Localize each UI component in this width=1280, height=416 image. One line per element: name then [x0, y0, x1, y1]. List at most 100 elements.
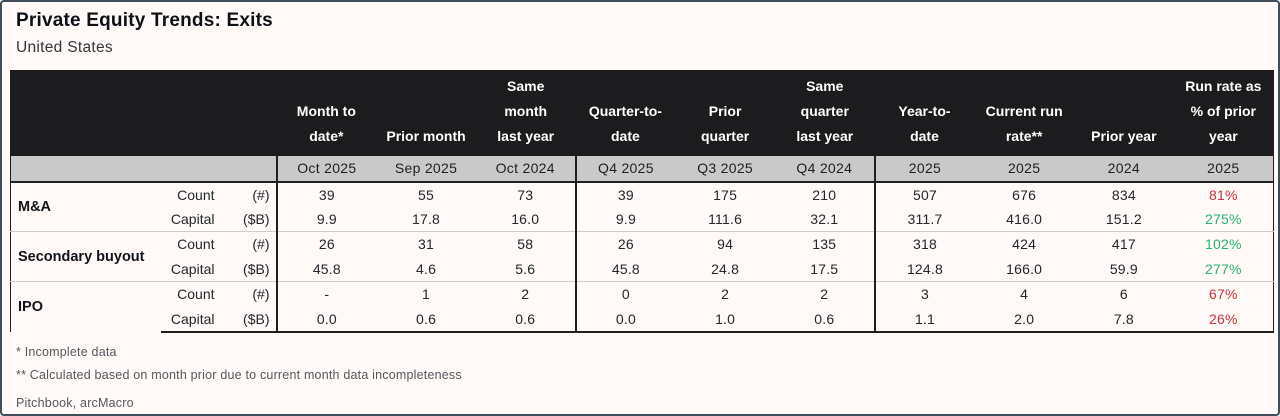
run-rate-cell: 81%	[1209, 186, 1238, 203]
data-cell: 17.8	[412, 210, 441, 227]
data-cell: 4	[974, 281, 1074, 307]
unit-label: ($B)	[243, 210, 270, 227]
data-cell: 94	[675, 231, 775, 257]
data-cell: 26	[574, 231, 676, 257]
period-cell: Oct 2024	[475, 155, 576, 183]
footnotes: * Incomplete data ** Calculated based on…	[2, 333, 1278, 410]
page-subtitle: United States	[16, 39, 113, 56]
run-rate-cell: 102%	[1173, 231, 1274, 257]
data-cell: 2	[675, 281, 775, 307]
data-cell: 507	[873, 181, 975, 207]
data-cell: 0.6	[376, 306, 476, 333]
data-cell: 32.1	[810, 210, 839, 227]
data-cell: 45.8	[574, 256, 676, 282]
data-cell: 0	[574, 281, 676, 307]
data-cell: 4.6	[416, 260, 437, 277]
row-group-label: M&A	[18, 198, 52, 215]
unit-label: ($B)	[222, 306, 277, 333]
table-row: Secondary buyout Count (#) 26 31 58 26 9…	[10, 231, 1274, 282]
column-header: Quarter-to- date	[575, 70, 676, 156]
period-subheader-row: Oct 2025 Sep 2025 Oct 2024 Q4 2025 Q3 20…	[10, 155, 1274, 183]
unit-label: (#)	[222, 231, 277, 257]
column-header: Prior month	[376, 70, 476, 156]
data-cell: 2.0	[974, 306, 1074, 333]
data-cell: 210	[812, 186, 837, 203]
run-rate-cell: 275%	[1205, 210, 1242, 227]
title-block: Private Equity Trends: Exits United Stat…	[2, 2, 1278, 57]
data-cell: 1.0	[675, 306, 775, 333]
data-cell: 2	[774, 281, 875, 307]
period-cell: Sep 2025	[376, 155, 476, 183]
data-cell: 416.0	[1006, 210, 1043, 227]
metric-label: Count	[177, 186, 215, 203]
table-row: M&A Count (#) 39 55 73 39 175 210 507 67…	[11, 181, 1274, 215]
run-rate-cell: 26%	[1173, 306, 1274, 333]
data-cell: 16.0	[511, 210, 540, 227]
data-cell: 55	[418, 186, 435, 203]
data-cell: 676	[1012, 186, 1037, 203]
data-cell: 9.9	[275, 206, 377, 232]
period-cell: 2025	[1173, 155, 1274, 183]
data-cell: 1	[376, 281, 476, 307]
data-cell: 175	[713, 186, 738, 203]
subheader-corner	[10, 155, 277, 183]
data-cell: 9.9	[574, 206, 676, 232]
data-cell: 17.5	[810, 260, 839, 277]
column-header: Same quarter last year	[774, 70, 875, 156]
column-header: Prior quarter	[675, 70, 775, 156]
data-cell: 39	[574, 181, 676, 207]
metric-label: Count	[160, 281, 223, 307]
data-cell: 0.6	[475, 306, 576, 333]
row-group-label: Secondary buyout	[10, 231, 161, 282]
period-cell: Q3 2025	[675, 155, 775, 183]
table-row: IPO Count (#) - 1 2 0 2 2 3 4 6 67%	[10, 281, 1274, 332]
data-cell: 6	[1074, 281, 1174, 307]
data-cell: 7.8	[1074, 306, 1174, 333]
data-cell: 73	[517, 186, 534, 203]
table-row: Capital ($B) 0.0 0.6 0.6 0.0 1.0 0.6 1.1…	[11, 306, 1274, 333]
header-corner	[10, 70, 277, 156]
data-cell: 3	[873, 281, 975, 307]
data-cell: 151.2	[1105, 210, 1142, 227]
data-cell: -	[275, 281, 377, 307]
table-row: Capital ($B) 9.9 17.8 16.0 9.9 111.6 32.…	[11, 206, 1274, 232]
run-rate-cell: 67%	[1173, 281, 1274, 307]
column-header: Month to date*	[276, 70, 377, 156]
footnote-run-rate-method: ** Calculated based on month prior due t…	[16, 367, 462, 382]
data-cell: 124.8	[873, 256, 975, 282]
data-cell: 45.8	[275, 256, 377, 282]
metric-label: Capital	[170, 210, 215, 227]
exits-table: Month to date* Prior month Same month la…	[10, 70, 1274, 333]
data-cell: 424	[974, 231, 1074, 257]
run-rate-cell: 277%	[1205, 260, 1242, 277]
data-cell: 166.0	[1006, 260, 1043, 277]
metric-label: Count	[160, 231, 223, 257]
data-cell: 834	[1111, 186, 1136, 203]
period-cell: 2025	[873, 155, 975, 183]
unit-label: ($B)	[243, 260, 270, 277]
period-cell: Q4 2024	[774, 155, 875, 183]
metric-label: Capital	[170, 260, 215, 277]
data-cell: 135	[774, 231, 875, 257]
column-header-row: Month to date* Prior month Same month la…	[10, 70, 1274, 156]
footnote-incomplete-data: * Incomplete data	[16, 344, 117, 359]
data-cell: 318	[873, 231, 975, 257]
data-cell: 31	[376, 231, 476, 257]
column-header: Prior year	[1074, 70, 1174, 156]
data-cell: 111.6	[708, 210, 743, 227]
unit-label: (#)	[222, 281, 277, 307]
metric-label: Capital	[160, 306, 223, 333]
period-cell: Oct 2025	[275, 155, 377, 183]
unit-label: (#)	[252, 186, 270, 203]
data-cell: 5.6	[515, 260, 536, 277]
data-cell: 26	[275, 231, 377, 257]
period-cell: 2025	[974, 155, 1074, 183]
data-cell: 39	[275, 181, 377, 207]
table-row: Capital ($B) 45.8 4.6 5.6 45.8 24.8 17.5…	[11, 256, 1274, 282]
data-cell: 311.7	[873, 206, 975, 232]
data-cell: 417	[1074, 231, 1174, 257]
data-cell: 1.1	[873, 306, 975, 333]
data-cell: 0.6	[774, 306, 875, 333]
data-cell: 58	[475, 231, 576, 257]
data-cell: 0.0	[574, 306, 676, 333]
